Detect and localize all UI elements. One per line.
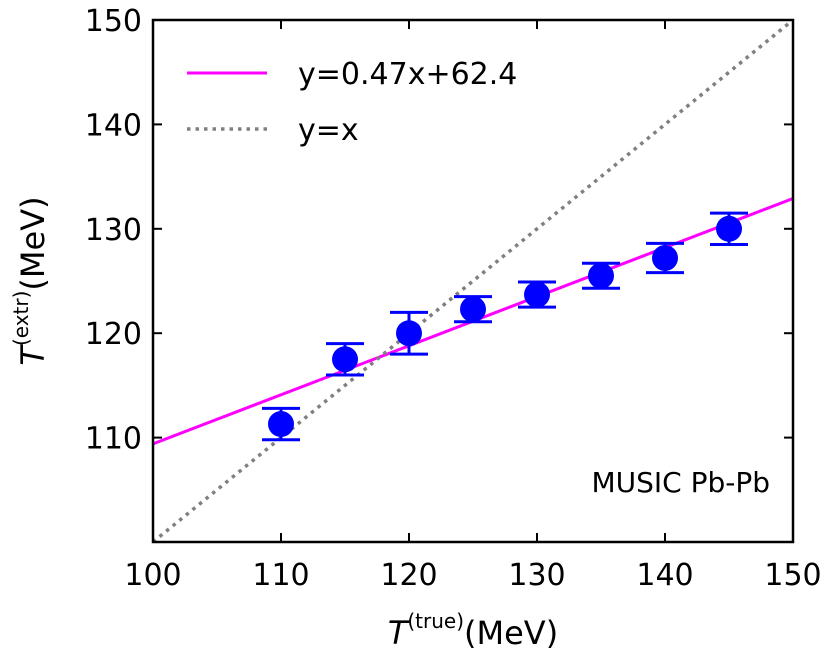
data-point-group bbox=[710, 211, 748, 246]
y-axis-superscript: (extr) bbox=[9, 291, 33, 346]
data-point bbox=[652, 245, 678, 272]
data-point bbox=[524, 281, 550, 308]
x-tick-label: 130 bbox=[508, 558, 565, 593]
data-point bbox=[268, 411, 294, 438]
axis-ticks: 100 110 120 130 140 150 110 120 130 140 150 bbox=[85, 4, 822, 593]
legend-label: y=x bbox=[298, 113, 359, 148]
series-line-identity bbox=[153, 20, 793, 542]
x-axis-label: T(true)(MeV) bbox=[388, 609, 558, 652]
data-point bbox=[396, 320, 422, 347]
data-point bbox=[460, 296, 486, 323]
plot-area bbox=[153, 20, 793, 542]
x-axis-symbol: T bbox=[388, 614, 410, 652]
y-tick-label: 150 bbox=[85, 4, 142, 39]
data-point-group bbox=[390, 310, 428, 356]
data-point-group bbox=[646, 241, 684, 275]
y-tick-label: 120 bbox=[85, 317, 142, 352]
data-point bbox=[588, 262, 614, 289]
y-axis-unit: (MeV) bbox=[14, 196, 52, 290]
y-tick-label: 130 bbox=[85, 213, 142, 248]
x-tick-label: 120 bbox=[380, 558, 437, 593]
data-point bbox=[716, 215, 742, 242]
x-axis-superscript: (true) bbox=[407, 609, 464, 633]
data-point-group bbox=[454, 295, 492, 324]
data-point bbox=[332, 346, 358, 373]
legend-label: y=0.47x+62.4 bbox=[298, 57, 517, 92]
plot-frame bbox=[151, 18, 795, 544]
x-tick-label: 140 bbox=[636, 558, 693, 593]
x-tick-label: 100 bbox=[124, 558, 181, 593]
y-axis-label: T(extr)(MeV) bbox=[9, 196, 52, 365]
y-tick-label: 110 bbox=[85, 422, 142, 457]
legend: y=0.47x+62.4 y=x bbox=[187, 57, 517, 148]
y-axis-symbol: T bbox=[14, 344, 52, 366]
x-axis-unit: (MeV) bbox=[464, 614, 558, 652]
y-tick-label: 140 bbox=[85, 108, 142, 143]
x-tick-label: 110 bbox=[252, 558, 309, 593]
data-point-group bbox=[518, 280, 556, 309]
data-point-group bbox=[326, 342, 364, 377]
x-tick-label: 150 bbox=[764, 558, 821, 593]
data-point-group bbox=[262, 406, 300, 442]
data-point-group bbox=[582, 261, 620, 290]
annotation-label: MUSIC Pb-Pb bbox=[591, 466, 770, 499]
